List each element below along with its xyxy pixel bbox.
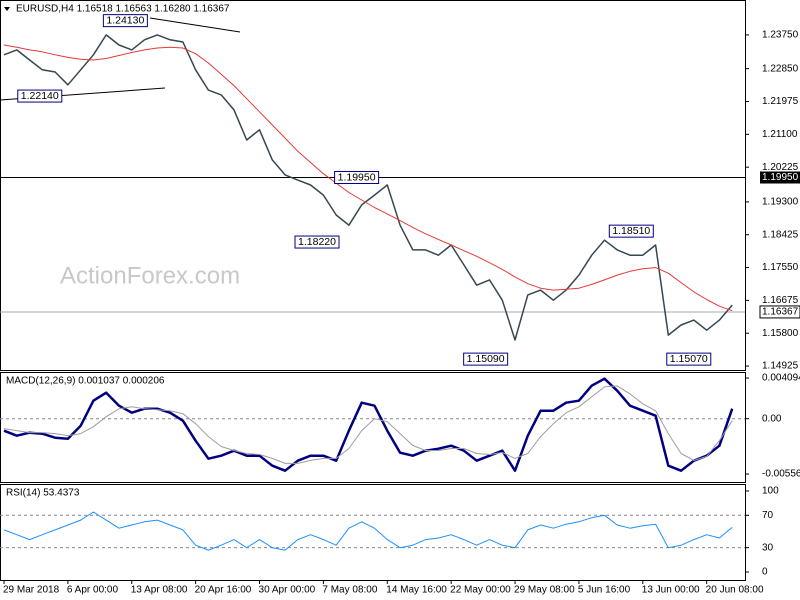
- series-line: [3, 385, 733, 464]
- y-tick-label: 1.16675: [762, 295, 799, 306]
- price-annotation: 1.15090: [467, 353, 505, 365]
- price-annotation-box: [294, 235, 340, 249]
- level-box: [760, 171, 800, 184]
- series-line: [3, 34, 733, 341]
- price-annotation: 1.19950: [338, 171, 376, 183]
- y-tick-label: 1.14925: [762, 361, 799, 372]
- panel-frame: [0, 484, 746, 581]
- y-tick-label: 1.22850: [762, 63, 799, 74]
- level-label: 1.19950: [762, 172, 799, 183]
- price-annotation-box: [608, 224, 654, 238]
- y-tick-label: -0.005568: [762, 469, 800, 480]
- y-tick-label: 1.19300: [762, 197, 799, 208]
- series-line: [3, 377, 734, 472]
- y-tick-label: 100: [762, 486, 779, 497]
- y-tick-label: 1.18425: [762, 229, 799, 240]
- price-annotation: 1.18220: [298, 236, 336, 248]
- symbol-icon: [4, 7, 10, 11]
- price-annotation-box: [17, 89, 63, 103]
- panel-title: EURUSD,H4 1.16518 1.16563 1.16280 1.1636…: [16, 4, 230, 15]
- price-annotation: 1.24130: [106, 14, 144, 26]
- x-tick-label: 13 Jun 00:00: [642, 585, 700, 596]
- y-tick-label: 0.00: [762, 413, 782, 424]
- series-line: [3, 44, 733, 312]
- y-tick-label: 30: [762, 542, 774, 553]
- y-tick-label: 0: [762, 567, 768, 578]
- price-annotation: 1.22140: [21, 90, 59, 102]
- panel-frame: [0, 0, 746, 371]
- x-tick-label: 6 Apr 00:00: [67, 585, 119, 596]
- x-tick-label: 7 May 08:00: [322, 585, 377, 596]
- y-tick-label: 1.20225: [762, 162, 799, 173]
- y-tick-label: 1.21100: [762, 129, 798, 140]
- x-tick-label: 22 May 00:00: [450, 585, 511, 596]
- last-price-box: [759, 305, 800, 319]
- price-annotation-box: [334, 170, 380, 184]
- x-tick-label: 5 Jun 16:00: [578, 585, 631, 596]
- price-annotation: 1.15070: [670, 353, 708, 365]
- series-line: [3, 511, 733, 551]
- panel-title: MACD(12,26,9) 0.001037 0.000206: [6, 376, 165, 387]
- x-tick-label: 20 Apr 16:00: [195, 585, 252, 596]
- panel-title: RSI(14) 53.4373: [6, 488, 80, 499]
- y-tick-label: 1.15800: [762, 328, 799, 339]
- x-tick-label: 14 May 16:00: [386, 585, 447, 596]
- price-annotation-box: [102, 14, 148, 28]
- watermark: ActionForex.com: [60, 262, 240, 289]
- y-tick-label: 1.17550: [762, 262, 799, 273]
- x-tick-label: 30 Apr 00:00: [259, 585, 316, 596]
- y-tick-label: 1.23750: [762, 30, 799, 41]
- y-tick-label: 70: [762, 510, 774, 521]
- y-tick-label: 1.21975: [762, 96, 799, 107]
- x-tick-label: 20 Jun 08:00: [706, 585, 764, 596]
- x-tick-label: 13 Apr 08:00: [131, 585, 188, 596]
- price-annotation-box: [666, 352, 712, 366]
- last-price-label: 1.16367: [762, 307, 799, 318]
- panel-frame: [0, 372, 746, 483]
- x-tick-label: 29 Mar 2018: [3, 585, 60, 596]
- price-annotation: 1.18510: [612, 225, 650, 237]
- y-tick-label: 0.004094: [762, 373, 800, 384]
- trendline: [149, 17, 241, 33]
- x-tick-label: 29 May 08:00: [514, 585, 575, 596]
- price-annotation-box: [463, 352, 509, 366]
